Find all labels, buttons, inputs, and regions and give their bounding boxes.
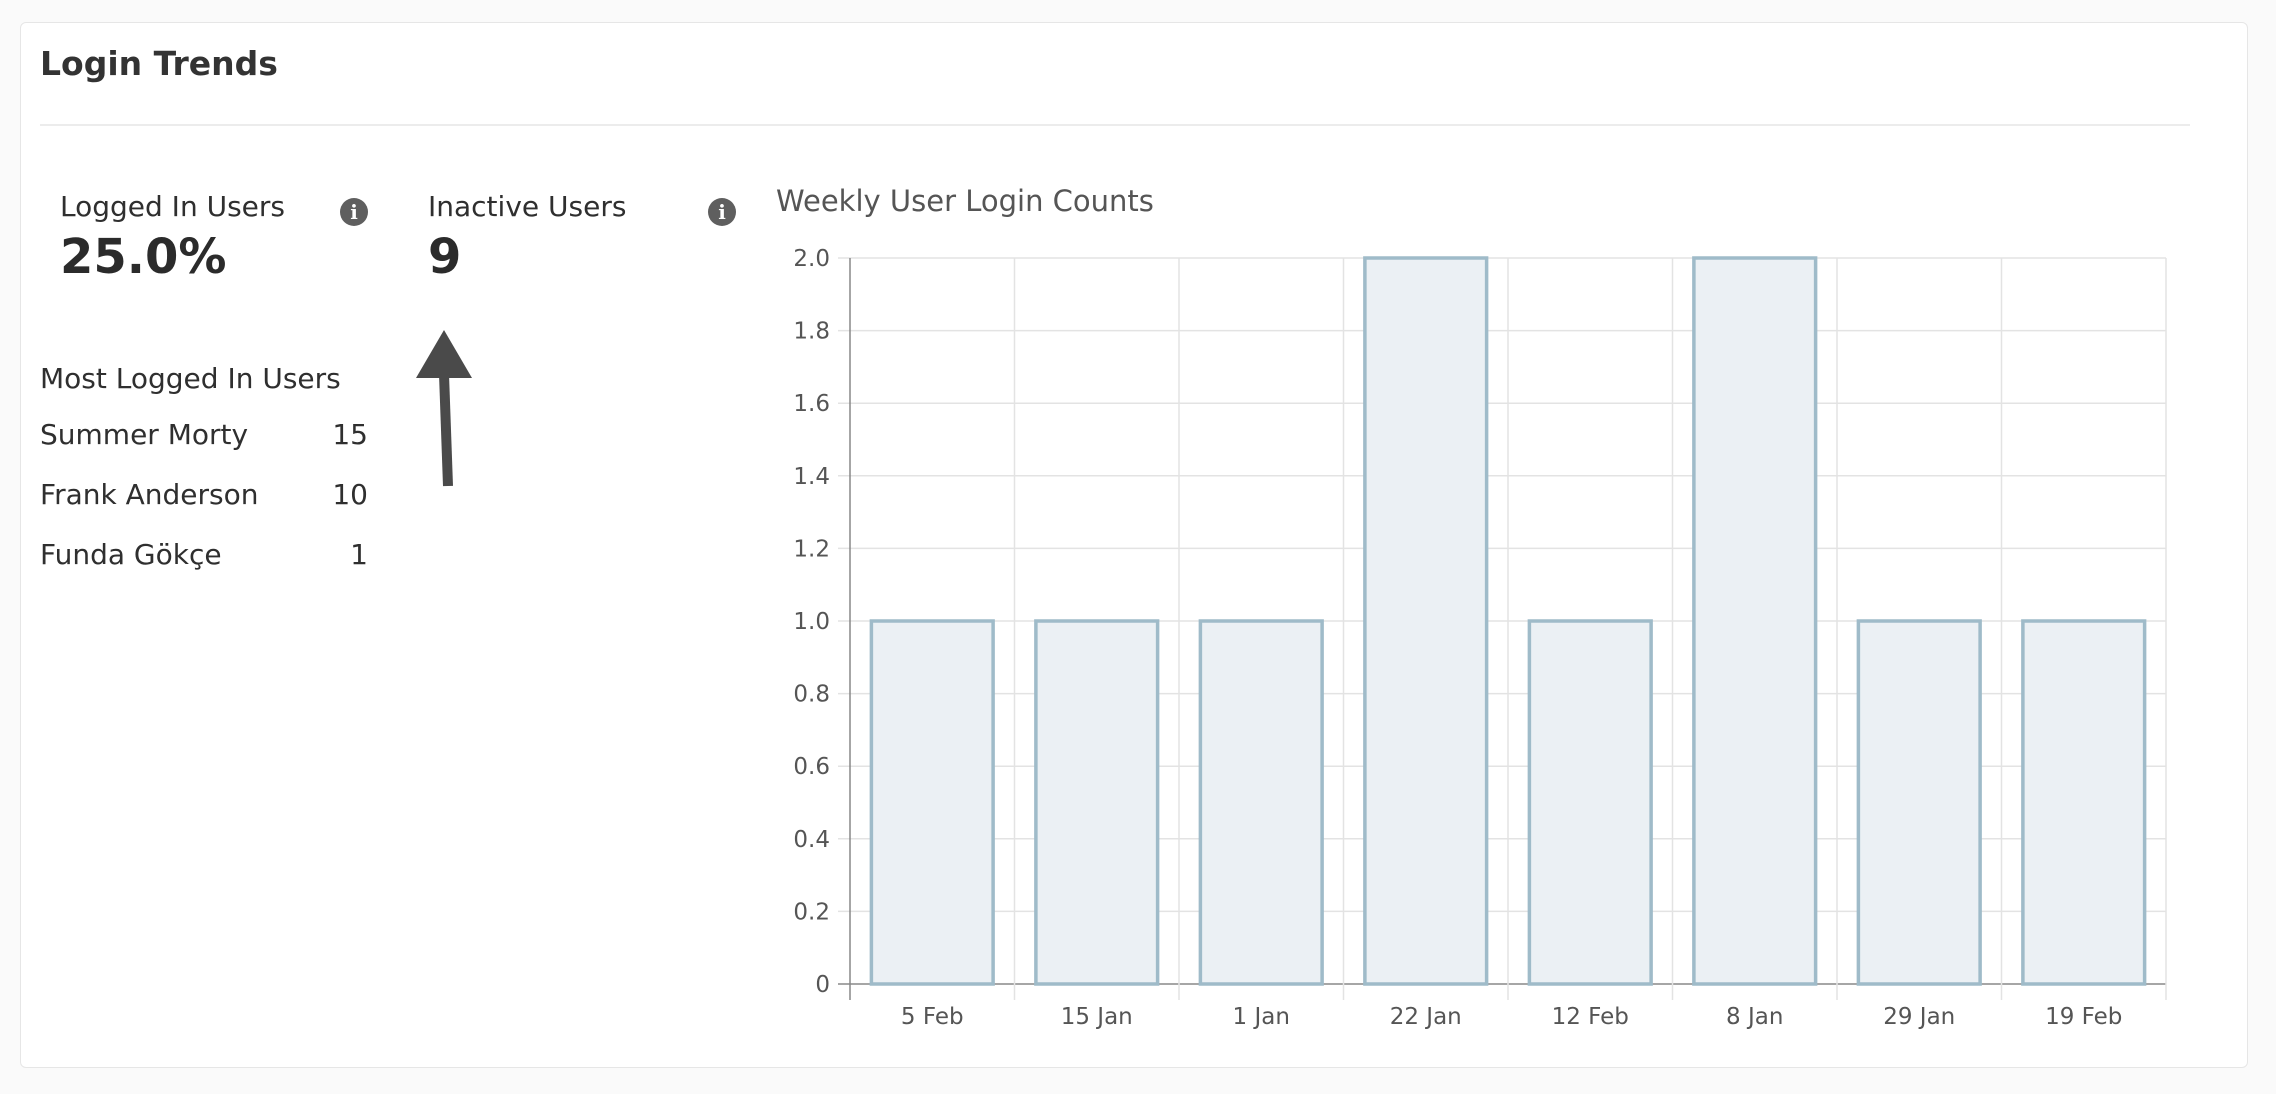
y-tick-label: 1.8 xyxy=(793,319,830,345)
chart-bar xyxy=(1858,621,1980,984)
y-tick-label: 1.2 xyxy=(793,536,830,562)
x-tick-label: 8 Jan xyxy=(1726,1004,1783,1030)
y-tick-label: 0.4 xyxy=(793,827,830,853)
chart-bar xyxy=(2023,621,2145,984)
y-tick-label: 1.6 xyxy=(793,391,830,417)
y-tick-label: 0 xyxy=(815,972,830,998)
y-tick-label: 1.4 xyxy=(793,464,830,490)
x-tick-label: 22 Jan xyxy=(1390,1004,1462,1030)
y-tick-label: 1.0 xyxy=(793,609,830,635)
x-tick-label: 1 Jan xyxy=(1233,1004,1290,1030)
y-tick-label: 0.6 xyxy=(793,754,830,780)
x-tick-label: 15 Jan xyxy=(1061,1004,1133,1030)
chart-bar xyxy=(1365,258,1487,984)
chart-bar xyxy=(1694,258,1816,984)
y-tick-label: 2.0 xyxy=(793,246,830,272)
x-tick-label: 29 Jan xyxy=(1883,1004,1955,1030)
x-tick-label: 5 Feb xyxy=(901,1004,964,1030)
y-tick-label: 0.2 xyxy=(793,899,830,925)
chart-bar xyxy=(871,621,993,984)
chart-bar xyxy=(1200,621,1322,984)
x-tick-label: 19 Feb xyxy=(2045,1004,2122,1030)
x-tick-label: 12 Feb xyxy=(1552,1004,1629,1030)
y-tick-label: 0.8 xyxy=(793,682,830,708)
chart-bar xyxy=(1036,621,1158,984)
chart-bar xyxy=(1529,621,1651,984)
